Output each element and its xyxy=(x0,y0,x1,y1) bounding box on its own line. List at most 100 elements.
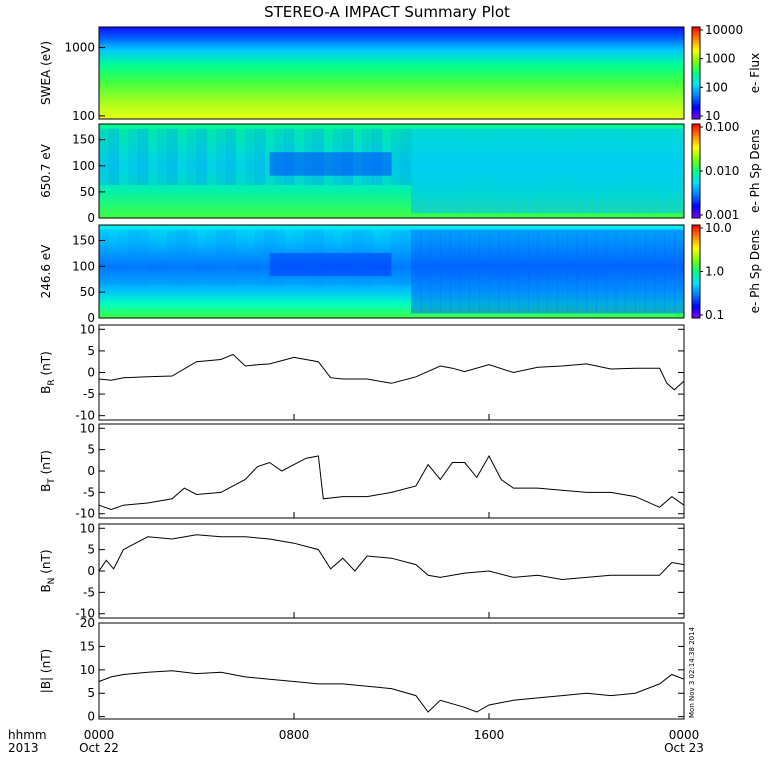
heatmap-cell xyxy=(498,128,509,214)
heatmap-cell xyxy=(440,229,451,314)
colorbar xyxy=(691,123,701,219)
series-line-br xyxy=(98,353,685,391)
heatmap-cell xyxy=(547,128,558,214)
heatmap-cell xyxy=(333,128,344,186)
heatmap-cell xyxy=(576,128,587,214)
y-axis-label: BN (nT) xyxy=(39,549,57,592)
y-tick-label: 20 xyxy=(80,616,95,630)
heatmap-cell xyxy=(245,229,256,286)
heatmap-cell xyxy=(576,229,587,314)
y-tick-label: 100 xyxy=(72,159,95,173)
heatmap-cell xyxy=(479,229,490,314)
y-axis-label: SWEA (eV) xyxy=(39,41,53,105)
heatmap-cell xyxy=(362,229,373,286)
heatmap-cell xyxy=(128,229,139,286)
y-tick-label: 50 xyxy=(80,285,95,299)
time-label-oct23: Oct 23 xyxy=(664,741,704,755)
heatmap-cell xyxy=(167,128,178,186)
colorbar-tick-label: 0.1 xyxy=(705,308,724,322)
heatmap-cell xyxy=(269,252,392,277)
y-tick-label: 0 xyxy=(87,211,95,225)
heatmap-cell xyxy=(147,229,158,286)
heatmap-cell xyxy=(586,229,597,314)
y-tick-label: 100 xyxy=(72,109,95,123)
heatmap-cell xyxy=(108,229,119,286)
time-label-0000-end: 0000 xyxy=(669,728,700,742)
y-tick-label: -5 xyxy=(83,387,95,401)
panel-bn: -10 -5 0 5 10 BN (nT) xyxy=(39,521,685,621)
heatmap-cell xyxy=(274,128,285,186)
y-tick-label: -10 xyxy=(75,507,95,521)
colorbar-label: e- Ph Sp Dens xyxy=(748,230,762,314)
y-tick-label: 100 xyxy=(72,259,95,273)
heatmap-cell xyxy=(508,128,519,214)
heatmap-cell xyxy=(196,128,207,186)
y-tick-label: 5 xyxy=(87,344,95,358)
heatmap-cell xyxy=(615,229,626,314)
heatmap-cell xyxy=(225,128,236,186)
heatmap-cell xyxy=(469,128,480,214)
colorbar-tick-label: 0.001 xyxy=(705,208,739,222)
heatmap-cell xyxy=(674,128,685,214)
heatmap-cell xyxy=(225,229,236,286)
panel-bmag: 0 5 10 15 20 |B| (nT) xyxy=(39,616,685,724)
heatmap-cell xyxy=(411,128,422,214)
heatmap-cell xyxy=(196,229,207,286)
heatmap-cell xyxy=(489,229,500,314)
time-label-oct22: Oct 22 xyxy=(79,741,119,755)
heatmap-cell xyxy=(469,229,480,314)
heatmap-cell xyxy=(294,128,305,186)
heatmap-cell xyxy=(674,229,685,314)
heatmap-cell xyxy=(401,128,412,186)
heatmap-cell xyxy=(99,229,110,286)
y-tick-label: 150 xyxy=(72,133,95,147)
time-label-hhmm: hhmm xyxy=(8,728,47,742)
heatmap-cell xyxy=(323,229,334,286)
y-tick-label: 10 xyxy=(80,663,95,677)
y-tick-label: 10 xyxy=(80,421,95,435)
heatmap-cell xyxy=(333,229,344,286)
heatmap-cell xyxy=(99,128,110,186)
time-label-0800: 0800 xyxy=(279,728,310,742)
y-tick-label: 0 xyxy=(87,311,95,325)
colorbar-tick-label: 0.010 xyxy=(705,164,739,178)
heatmap-cell xyxy=(645,128,656,214)
heatmap-cell xyxy=(264,128,275,186)
heatmap-cell xyxy=(323,128,334,186)
heatmap-cell xyxy=(664,229,675,314)
y-tick-label: 150 xyxy=(72,234,95,248)
y-tick-label: 0 xyxy=(87,464,95,478)
heatmap-cell xyxy=(430,128,441,214)
panel-frame xyxy=(98,423,685,519)
heatmap-cell xyxy=(557,128,568,214)
y-tick-label: 1000 xyxy=(64,41,95,55)
heatmap-cell xyxy=(235,128,246,186)
heatmap-cell xyxy=(537,128,548,214)
plot-title: STEREO-A IMPACT Summary Plot xyxy=(264,3,510,21)
heatmap-cell xyxy=(606,229,617,314)
heatmap-cell xyxy=(245,128,256,186)
y-tick-label: 15 xyxy=(80,639,95,653)
heatmap-cell xyxy=(206,229,217,286)
panel-br: -10 -5 0 5 10 BR (nT) xyxy=(39,322,685,423)
heatmap-cell xyxy=(128,128,139,186)
heatmap-cell xyxy=(654,229,665,314)
panel-bt: -10 -5 0 5 10 BT (nT) xyxy=(39,421,685,521)
heatmap-swea xyxy=(99,27,684,119)
panel-frame xyxy=(98,224,685,319)
y-tick-label: -10 xyxy=(75,409,95,423)
heatmap-cell xyxy=(401,229,412,286)
heatmap-cell xyxy=(264,229,275,286)
panel-frame xyxy=(98,324,685,421)
heatmap-cell xyxy=(206,128,217,186)
heatmap-cell xyxy=(459,229,470,314)
y-tick-label: -5 xyxy=(83,585,95,599)
y-tick-label: 5 xyxy=(87,443,95,457)
heatmap-cell xyxy=(177,128,188,186)
heatmap-cell xyxy=(596,229,607,314)
y-tick-label: -10 xyxy=(75,607,95,621)
heatmap-cell xyxy=(284,128,295,186)
generation-timestamp: Mon Nov 3 02:14:38 2014 xyxy=(688,626,696,718)
